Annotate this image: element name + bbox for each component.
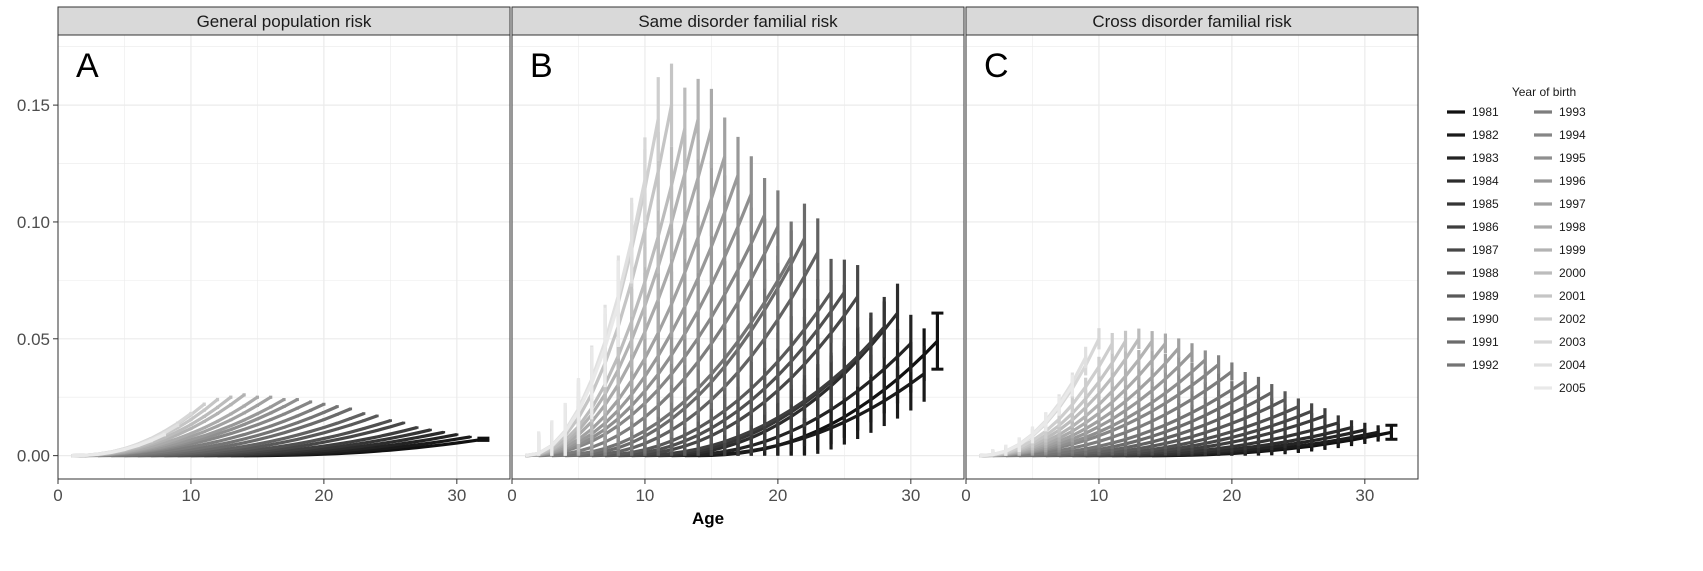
x-tick-label: 30 (1355, 486, 1374, 505)
legend-label-1995: 1995 (1559, 151, 1586, 165)
panel-letter: A (76, 47, 99, 85)
legend-label-1997: 1997 (1559, 197, 1586, 211)
panel-b: Same disorder familial risk B 0 10 20 30 (507, 6, 965, 505)
legend-label-2000: 2000 (1559, 266, 1586, 280)
x-tick-label: 10 (635, 486, 654, 505)
legend-label-1998: 1998 (1559, 220, 1586, 234)
legend-label-1994: 1994 (1559, 128, 1586, 142)
x-tick-label: 10 (181, 486, 200, 505)
legend-label-1982: 1982 (1472, 128, 1499, 142)
x-axis-title: Age (692, 509, 724, 528)
x-tick-label: 20 (768, 486, 787, 505)
panel-a: General population risk A 0 10 20 30 (53, 6, 511, 505)
series-line-2005 (525, 303, 620, 458)
legend-label-1992: 1992 (1472, 358, 1499, 372)
plot-background (58, 35, 510, 479)
panel-c: Cross disorder familial risk C 0 10 20 30 (961, 6, 1419, 505)
series-2005 (979, 374, 1074, 458)
legend-label-2001: 2001 (1559, 289, 1586, 303)
x-tick-label: 0 (53, 486, 62, 505)
legend-label-1993: 1993 (1559, 105, 1586, 119)
legend-label-2004: 2004 (1559, 358, 1586, 372)
legend-label-1990: 1990 (1472, 312, 1499, 326)
legend-title: Year of birth (1512, 85, 1576, 99)
legend-label-1988: 1988 (1472, 266, 1499, 280)
x-tick-label: 20 (1222, 486, 1241, 505)
y-tick-label: 0.10 (17, 213, 50, 232)
panel-border (511, 34, 965, 480)
legend-label-1986: 1986 (1472, 220, 1499, 234)
series-2005 (525, 260, 620, 458)
legend-label-2003: 2003 (1559, 335, 1586, 349)
facet-strip (965, 6, 1419, 36)
legend-label-2005: 2005 (1559, 381, 1586, 395)
facet-strip-label: Cross disorder familial risk (1092, 12, 1292, 31)
y-axis: 0.00 0.05 0.10 0.15 (17, 96, 58, 466)
legend-label-1987: 1987 (1472, 243, 1499, 257)
panel-letter: C (984, 47, 1009, 85)
y-tick-label: 0.15 (17, 96, 50, 115)
y-tick-label: 0.05 (17, 330, 50, 349)
legend-label-1991: 1991 (1472, 335, 1499, 349)
x-tick-label: 30 (901, 486, 920, 505)
legend-label-1989: 1989 (1472, 289, 1499, 303)
series-2005 (71, 432, 166, 458)
panel-border (965, 34, 1419, 480)
facet-strip (511, 6, 965, 36)
x-tick-label: 20 (314, 486, 333, 505)
series-line-2005 (979, 384, 1074, 458)
legend-label-1984: 1984 (1472, 174, 1499, 188)
x-tick-label: 10 (1089, 486, 1108, 505)
legend-label-1996: 1996 (1559, 174, 1586, 188)
series-line-2005 (71, 433, 166, 458)
x-tick-label: 0 (507, 486, 516, 505)
x-tick-label: 30 (447, 486, 466, 505)
facet-strip-label: Same disorder familial risk (638, 12, 838, 31)
legend-label-1981: 1981 (1472, 105, 1499, 119)
panel-letter: B (530, 47, 553, 85)
y-tick-label: 0.00 (17, 447, 50, 466)
legend-label-1985: 1985 (1472, 197, 1499, 211)
legend-label-1983: 1983 (1472, 151, 1499, 165)
facet-strip (57, 6, 511, 36)
panel-border (57, 34, 511, 480)
legend: Year of birth 1981 1982 1983 1984 1985 1986 19… (1447, 85, 1586, 395)
legend-label-2002: 2002 (1559, 312, 1586, 326)
legend-label-1999: 1999 (1559, 243, 1586, 257)
x-tick-label: 0 (961, 486, 970, 505)
facet-strip-label: General population risk (197, 12, 372, 31)
